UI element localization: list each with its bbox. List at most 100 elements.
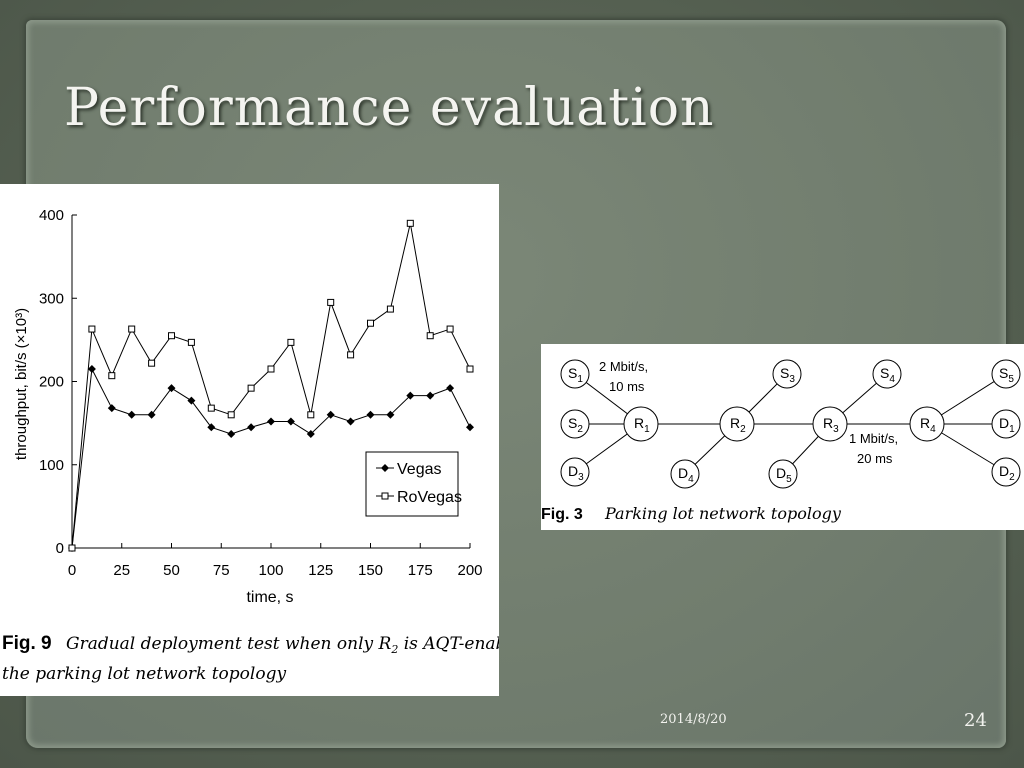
- node-label-s3: S3: [780, 365, 795, 385]
- node-label-s4: S4: [880, 365, 895, 385]
- node-r1: [623, 406, 659, 442]
- node-s2: [560, 409, 590, 439]
- node-r3: [812, 406, 848, 442]
- figure9-caption-line2: the parking lot network topology: [2, 664, 286, 684]
- figure3-caption-label: Fig. 3: [541, 506, 583, 523]
- point-rovegas: [207, 404, 215, 412]
- point-vegas: [326, 410, 335, 419]
- node-d1: [991, 409, 1021, 439]
- legend-label-rovegas: RoVegas: [397, 489, 462, 506]
- point-vegas: [207, 423, 216, 432]
- point-rovegas: [247, 384, 255, 392]
- point-vegas: [227, 429, 236, 438]
- point-rovegas: [287, 338, 295, 346]
- node-label-r1: R1: [634, 415, 650, 435]
- point-rovegas: [227, 411, 235, 419]
- y-tick-label: 400: [39, 207, 64, 224]
- x-tick-label: 50: [163, 562, 180, 579]
- point-rovegas: [108, 372, 116, 380]
- point-rovegas: [267, 365, 275, 373]
- point-vegas: [167, 384, 176, 393]
- node-label-d3: D3: [568, 463, 584, 483]
- point-rovegas: [327, 298, 335, 306]
- point-rovegas: [187, 338, 195, 346]
- node-s4: [872, 359, 902, 389]
- point-vegas: [386, 410, 395, 419]
- figure9-caption-label: Fig. 9: [2, 633, 52, 654]
- point-rovegas: [347, 351, 355, 359]
- y-axis-label: throughput, bit/s (×10³): [13, 308, 30, 460]
- node-label-d4: D4: [678, 465, 694, 485]
- link1-bandwidth: 2 Mbit/s,: [599, 359, 648, 374]
- point-rovegas: [386, 305, 394, 313]
- node-label-r3: R3: [823, 415, 839, 435]
- node-d5: [768, 459, 798, 489]
- node-label-s2: S2: [568, 415, 583, 435]
- node-s3: [772, 359, 802, 389]
- throughput-figure: 0 25 50 75 100 125 150 175 200 0 100 200 300 400 thro…: [0, 184, 555, 696]
- node-d2: [991, 457, 1021, 487]
- node-label-r4: R4: [920, 415, 936, 435]
- point-rovegas: [128, 325, 136, 333]
- x-tick-label: 100: [258, 562, 283, 579]
- link2-bandwidth: 1 Mbit/s,: [849, 431, 898, 446]
- node-label-r2: R2: [730, 415, 746, 435]
- node-d3: [560, 457, 590, 487]
- point-vegas: [426, 391, 435, 400]
- point-rovegas: [68, 544, 76, 552]
- x-axis-label: time, s: [246, 589, 293, 606]
- node-label-d5: D5: [776, 465, 792, 485]
- node-label-s1: S1: [568, 365, 583, 385]
- point-rovegas: [88, 325, 96, 333]
- legend-label-vegas: Vegas: [397, 461, 441, 478]
- point-vegas: [247, 423, 256, 432]
- y-tick-label: 0: [56, 540, 64, 557]
- point-rovegas: [367, 319, 374, 327]
- figure3-caption-text: Parking lot network topology: [604, 504, 842, 523]
- node-s1: [560, 359, 590, 389]
- node-r2: [719, 406, 755, 442]
- point-vegas: [366, 410, 375, 419]
- x-tick-label: 175: [408, 562, 433, 579]
- chart-legend: Vegas RoVegas: [365, 451, 462, 517]
- link2-delay: 20 ms: [857, 451, 893, 466]
- point-vegas: [286, 417, 295, 426]
- link1-delay: 10 ms: [609, 379, 645, 394]
- point-vegas: [267, 417, 275, 426]
- slide-title: Performance evaluation: [64, 78, 715, 138]
- point-rovegas: [446, 325, 454, 333]
- node-r4: [909, 406, 945, 442]
- throughput-chart: 0 25 50 75 100 125 150 175 200 0 100 200 300 400 thro…: [2, 207, 555, 684]
- x-tick-label: 0: [68, 562, 76, 579]
- point-vegas: [147, 410, 156, 419]
- node-s5: [991, 359, 1021, 389]
- point-vegas: [127, 410, 136, 419]
- node-label-d1: D1: [999, 415, 1015, 435]
- slide-page-number: 24: [964, 710, 987, 731]
- legend-square-marker: [381, 492, 389, 500]
- y-tick-label: 100: [39, 457, 64, 474]
- point-vegas: [87, 365, 96, 374]
- point-rovegas: [168, 332, 175, 340]
- point-vegas: [446, 384, 455, 393]
- point-vegas: [406, 391, 415, 400]
- point-rovegas: [148, 359, 156, 367]
- point-rovegas: [406, 219, 414, 227]
- y-tick-label: 300: [39, 290, 64, 307]
- node-label-s5: S5: [999, 365, 1014, 385]
- point-vegas: [107, 404, 116, 413]
- node-d4: [670, 459, 700, 489]
- point-vegas: [346, 417, 355, 426]
- point-vegas: [187, 396, 196, 405]
- x-tick-label: 125: [308, 562, 333, 579]
- point-vegas: [306, 429, 315, 438]
- point-rovegas: [466, 365, 474, 373]
- legend-diamond-marker: [381, 464, 389, 472]
- x-tick-label: 200: [457, 562, 482, 579]
- point-vegas: [466, 423, 474, 432]
- x-tick-label: 25: [113, 562, 130, 579]
- point-rovegas: [426, 332, 434, 340]
- figure9-caption-line1: Gradual deployment test when only R2 is …: [66, 634, 499, 656]
- topology-diagram: S1 S2 D3 R1 R2 R3 R4 S3 D4 S4 D5 S5 D1 D2 2 Mbit/s, 1…: [541, 359, 1021, 523]
